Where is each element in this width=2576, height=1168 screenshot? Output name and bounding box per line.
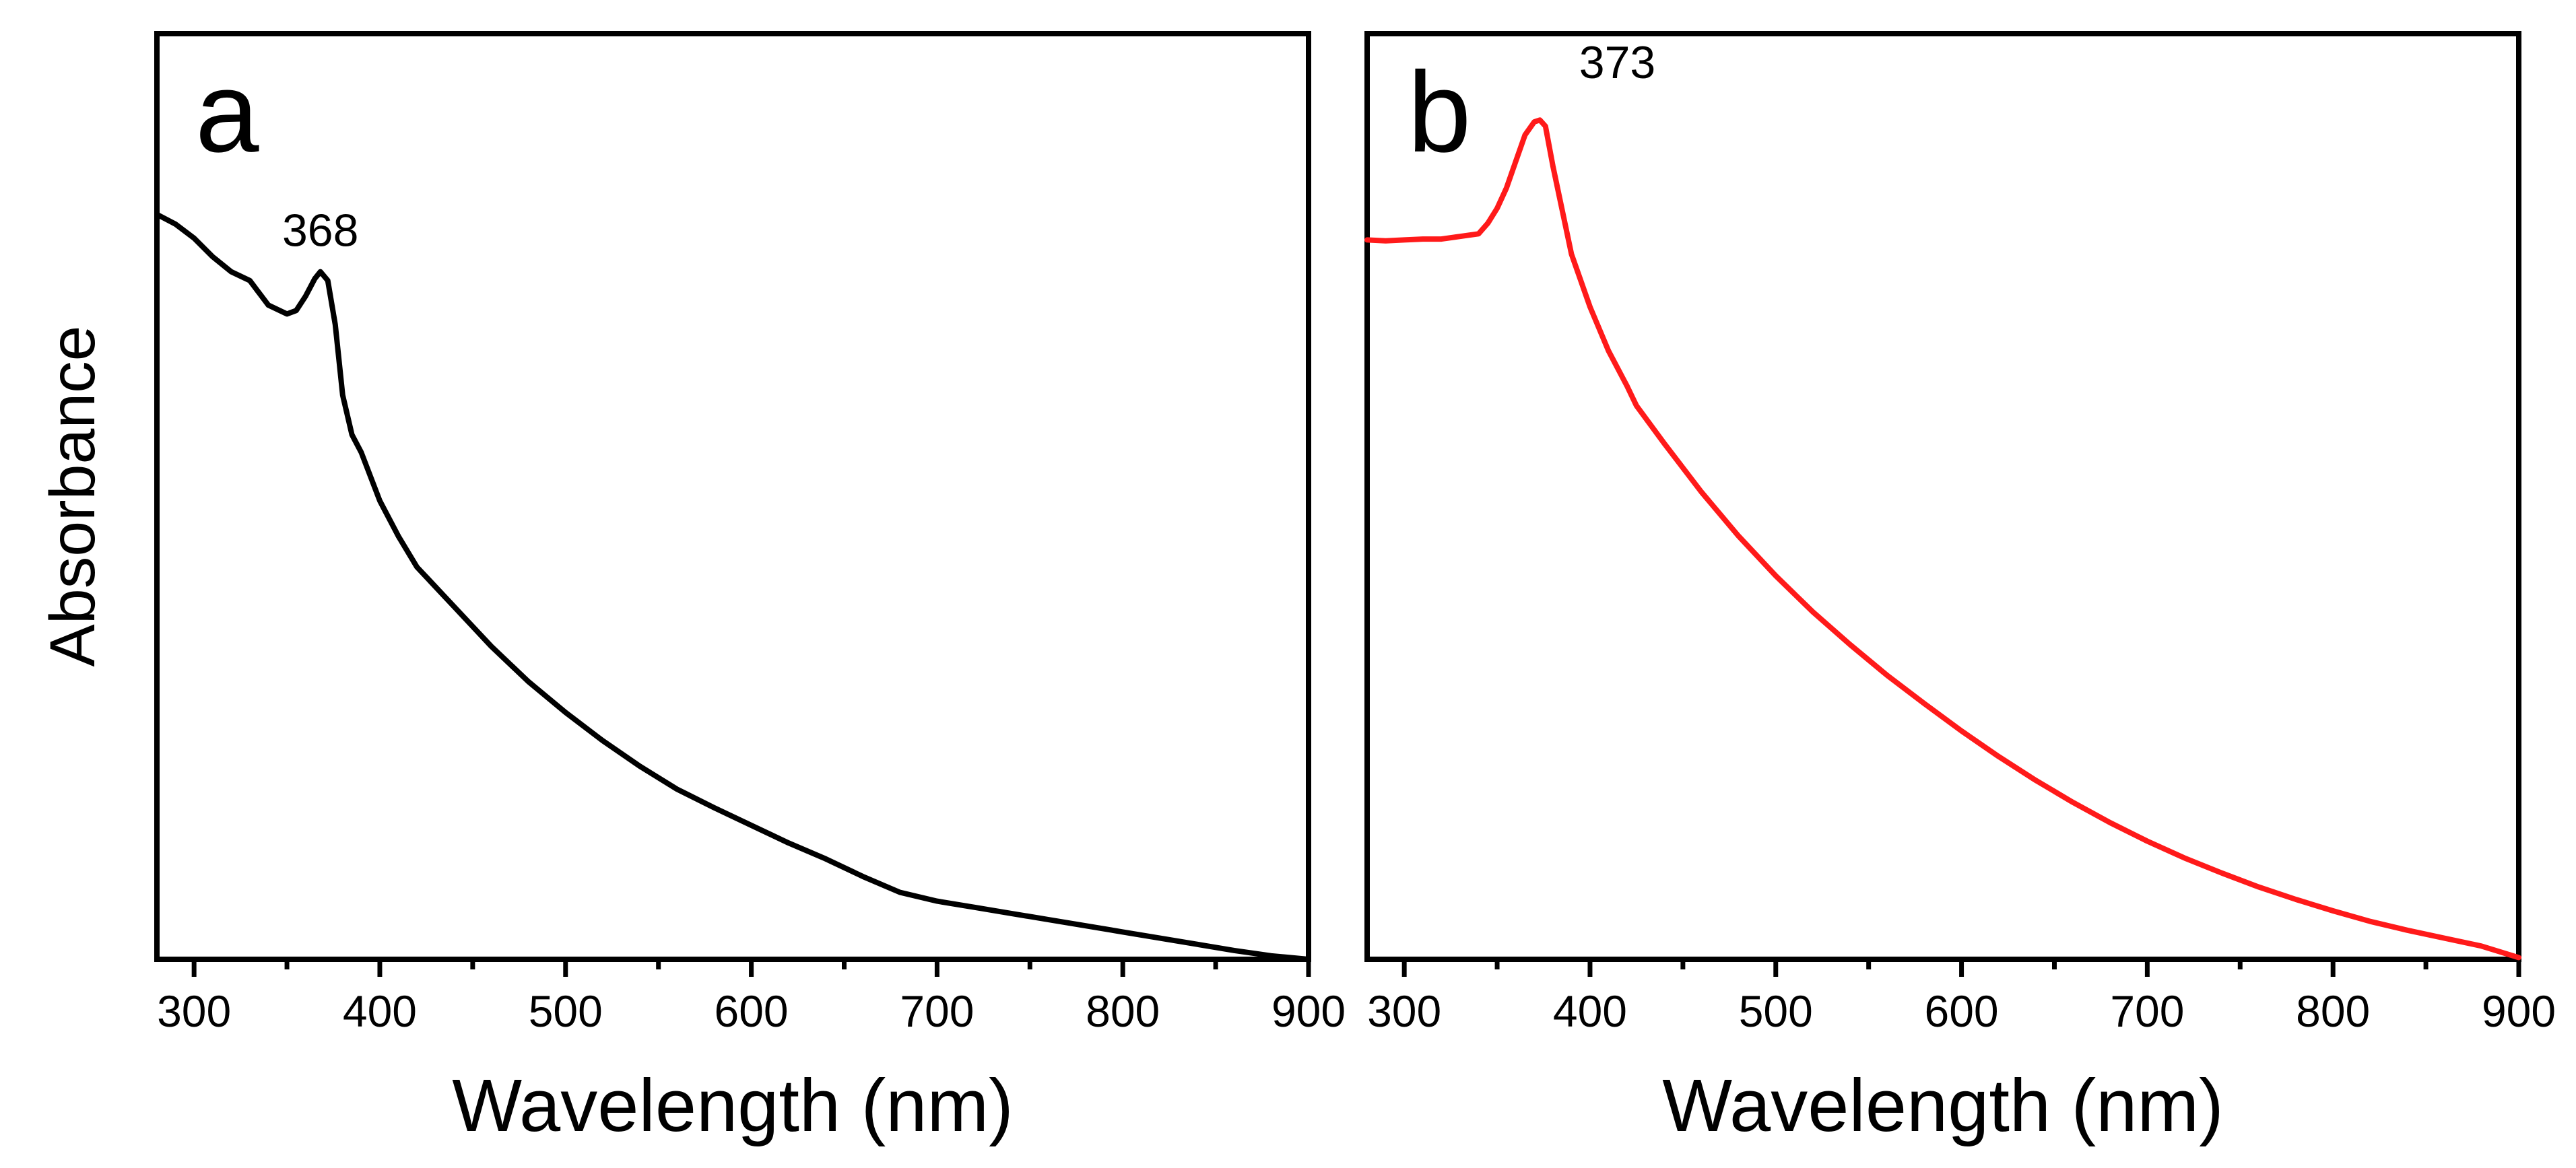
panel-a-series-line (154, 211, 1311, 962)
x-tick-label-900: 900 (1272, 986, 1346, 1036)
x-tick-label-400: 400 (1553, 986, 1627, 1036)
x-tick-label-800: 800 (1086, 986, 1160, 1036)
panel-a-x-tick-labels: 300 400 500 600 700 800 900 (157, 986, 1346, 1036)
y-axis-title: Absorbance (37, 325, 108, 666)
panel-b: 300 400 500 600 700 800 900 b 373 Wavelength (… (1364, 31, 2556, 1147)
x-tick-label-700: 700 (900, 986, 974, 1036)
panel-b-series-line (1364, 117, 2521, 961)
panel-b-frame (1364, 31, 2521, 962)
x-tick-label-500: 500 (1739, 986, 1813, 1036)
panel-b-label: b (1408, 48, 1472, 176)
panel-b-peak-annotation: 373 (1579, 37, 1655, 88)
x-tick-label-800: 800 (2296, 986, 2370, 1036)
panel-a: 300 400 500 600 700 800 900 a 368 Wavelength (… (37, 31, 1346, 1147)
panel-a-x-axis-title: Wavelength (nm) (452, 1064, 1013, 1147)
x-tick-label-300: 300 (157, 986, 231, 1036)
x-tick-label-500: 500 (529, 986, 603, 1036)
panel-b-x-axis-title: Wavelength (nm) (1662, 1064, 2223, 1147)
panel-b-x-tick-labels: 300 400 500 600 700 800 900 (1367, 986, 2556, 1036)
panel-a-label: a (195, 48, 259, 176)
x-tick-label-600: 600 (1925, 986, 1999, 1036)
x-tick-label-700: 700 (2110, 986, 2184, 1036)
x-tick-label-600: 600 (715, 986, 789, 1036)
panel-b-x-ticks (1401, 959, 2521, 977)
x-tick-label-300: 300 (1367, 986, 1441, 1036)
x-tick-label-900: 900 (2482, 986, 2556, 1036)
x-tick-label-400: 400 (343, 986, 417, 1036)
panel-a-peak-annotation: 368 (282, 205, 358, 256)
panel-a-frame (154, 31, 1311, 962)
panel-a-x-ticks (191, 959, 1311, 977)
